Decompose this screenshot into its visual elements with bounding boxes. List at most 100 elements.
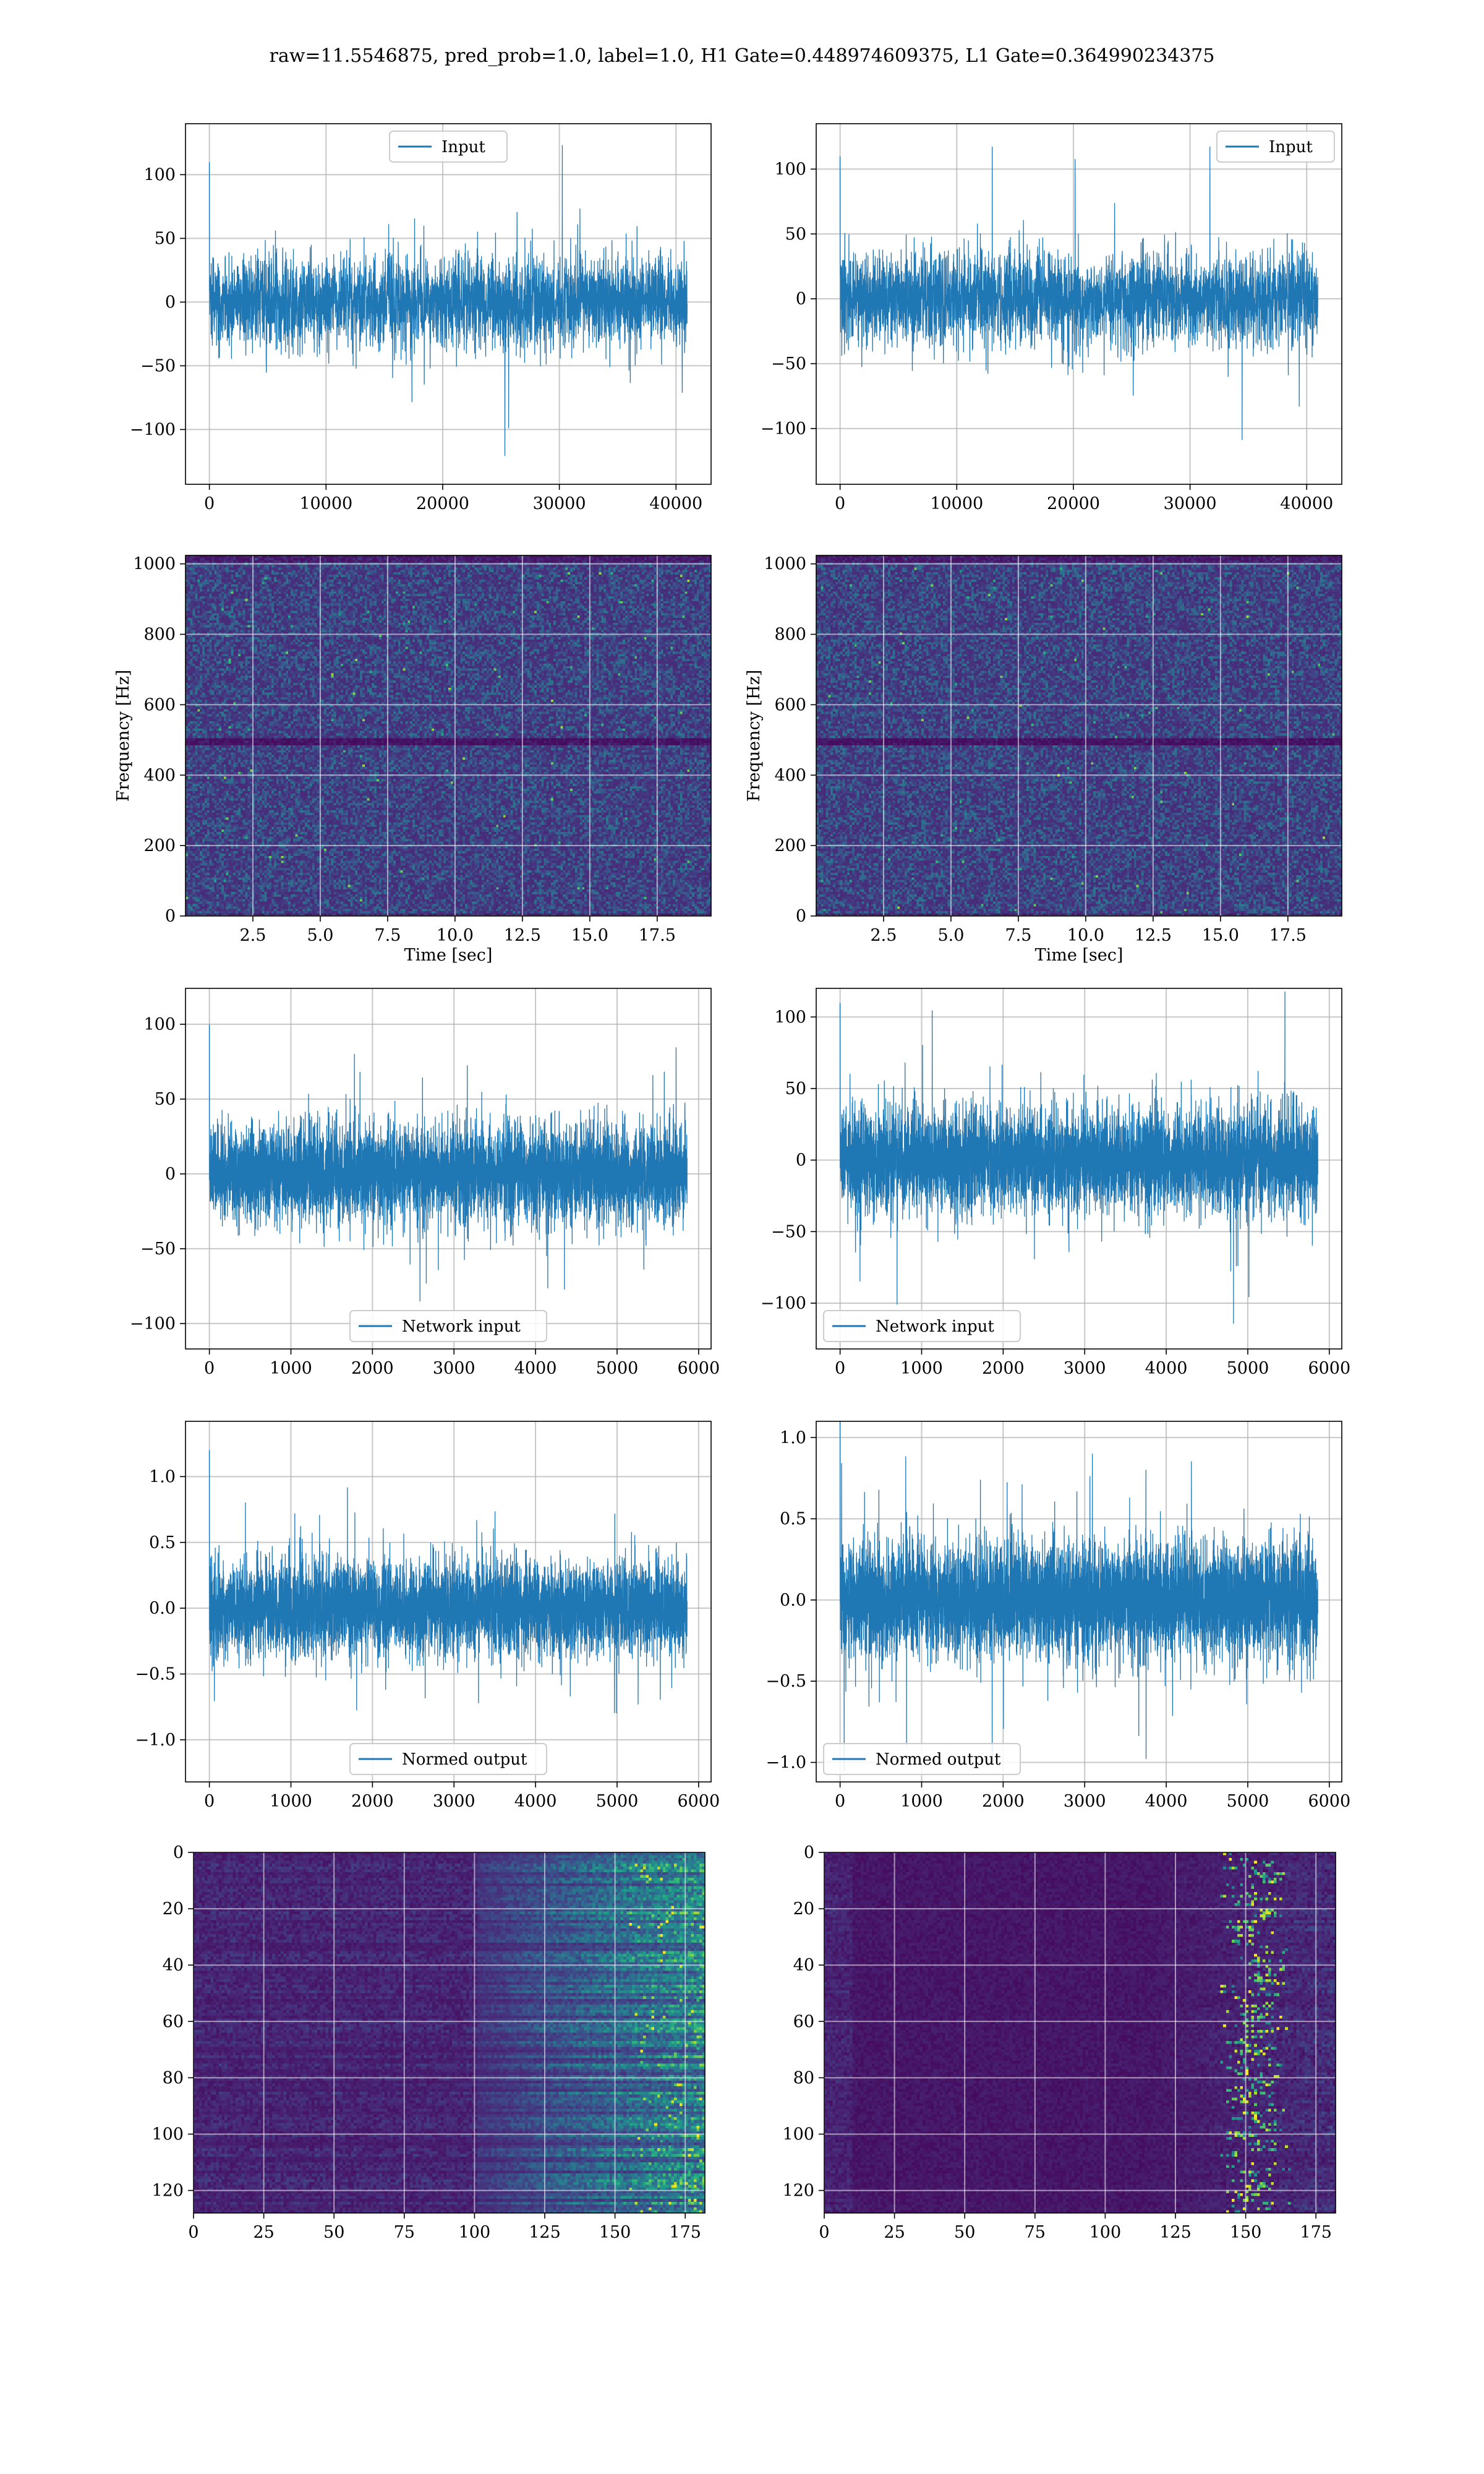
h1-spectrogram-xtick-label: 5.0 xyxy=(307,926,333,945)
h1-spectrogram-image xyxy=(186,555,711,916)
h1-spectrogram-xtick-label: 10.0 xyxy=(437,926,474,945)
h1-spectrogram-ytick-label: 600 xyxy=(143,695,176,714)
l1-spectrogram-ytick-label: 0 xyxy=(796,907,806,926)
h1-normed-output-ytick-label: 1.0 xyxy=(149,1467,176,1486)
l1-network-input-series-line xyxy=(839,991,1318,1324)
l1-feature-map-xtick-label: 75 xyxy=(1025,2223,1046,2242)
h1-feature-map-ytick-label: 60 xyxy=(163,2012,184,2031)
l1-feature-map-ytick-label: 100 xyxy=(782,2125,814,2144)
h1-normed-output-frame xyxy=(185,1421,712,1783)
h1-feature-map-frame xyxy=(193,1852,706,2214)
h1-input-series-line xyxy=(208,145,688,456)
h1-feature-map-ytick-label: 0 xyxy=(173,1843,184,1862)
h1-spectrogram-ytick-label: 200 xyxy=(143,836,176,855)
h1-input-ytick-label: 50 xyxy=(155,229,176,248)
h1-feature-map-xtick-label: 25 xyxy=(253,2223,274,2242)
h1-network-input-ytick-label: 0 xyxy=(165,1165,176,1184)
l1-feature-map-xtick-label: 0 xyxy=(819,2223,829,2242)
l1-network-input-legend: Network input xyxy=(823,1310,1021,1342)
l1-normed-output-xtick-label: 3000 xyxy=(1064,1792,1106,1811)
l1-network-input-xtick-label: 3000 xyxy=(1064,1359,1106,1378)
l1-network-input-xtick-label: 5000 xyxy=(1227,1359,1269,1378)
l1-normed-output-xtick-label: 4000 xyxy=(1145,1792,1188,1811)
h1-feature-map-xtick-label: 75 xyxy=(394,2223,415,2242)
h1-input-ytick-label: −50 xyxy=(140,356,176,375)
l1-normed-output-panel: 0 1000 2000 3000 4000 5000 6000 −1.0 −0.5 0.0 0.5 1… xyxy=(765,1421,1350,1811)
l1-input-ytick-label: 100 xyxy=(774,160,806,179)
l1-input-xtick-label: 20000 xyxy=(1047,494,1100,513)
h1-feature-map-ytick-label: 20 xyxy=(163,1899,184,1919)
h1-input-frame xyxy=(185,123,712,485)
h1-input-ytick-label: −100 xyxy=(130,420,176,439)
h1-network-input-legend-box xyxy=(349,1310,547,1342)
h1-spectrogram-xtick-label: 2.5 xyxy=(239,926,266,945)
l1-network-input-ytick-label: −100 xyxy=(761,1294,806,1313)
h1-network-input-legend: Network input xyxy=(349,1310,547,1342)
l1-input-ytick-label: 0 xyxy=(796,289,806,309)
l1-feature-map-xtick-label: 25 xyxy=(884,2223,905,2242)
h1-spectrogram-xtick-label: 17.5 xyxy=(639,926,676,945)
l1-feature-map-image xyxy=(824,1852,1336,2213)
h1-network-input-xtick-label: 5000 xyxy=(596,1359,639,1378)
l1-input-series-line xyxy=(839,147,1318,440)
l1-network-input-xtick-label: 1000 xyxy=(900,1359,943,1378)
h1-input-panel: 0 10000 20000 30000 40000 −100 −50 0 50 100 Input xyxy=(130,123,712,513)
l1-network-input-xtick-label: 6000 xyxy=(1308,1359,1350,1378)
h1-spectrogram-xtick-label: 12.5 xyxy=(504,926,541,945)
h1-input-xtick-label: 0 xyxy=(204,494,215,513)
h1-network-input-series-line xyxy=(208,1024,688,1302)
h1-normed-output-series-line xyxy=(208,1450,688,1714)
h1-normed-output-legend-label: Normed output xyxy=(402,1750,527,1769)
h1-feature-map-xtick-label: 0 xyxy=(188,2223,198,2242)
h1-network-input-ytick-label: 50 xyxy=(155,1090,176,1109)
l1-spectrogram-panel: 2.5 5.0 7.5 10.0 12.5 15.0 17.5 0 200 400 600 800 10… xyxy=(744,555,1342,965)
l1-spectrogram-ytick-label: 600 xyxy=(774,695,806,714)
l1-input-xtick-label: 0 xyxy=(835,494,845,513)
h1-normed-output-xtick-label: 5000 xyxy=(596,1792,639,1811)
h1-normed-output-xtick-label: 3000 xyxy=(433,1792,475,1811)
l1-feature-map-ytick-label: 40 xyxy=(793,1956,814,1975)
l1-spectrogram-ytick-label: 400 xyxy=(774,766,806,785)
l1-spectrogram-ytick-label: 200 xyxy=(774,836,806,855)
h1-spectrogram-ytick-label: 800 xyxy=(143,625,176,644)
l1-feature-map-ytick-label: 80 xyxy=(793,2068,814,2087)
h1-input-ytick-label: 100 xyxy=(143,165,176,184)
h1-feature-map-xtick-label: 150 xyxy=(599,2223,631,2242)
l1-normed-output-ytick-label: −0.5 xyxy=(765,1672,806,1691)
l1-network-input-ytick-label: 100 xyxy=(774,1008,806,1027)
h1-feature-map-ytick-label: 120 xyxy=(151,2181,184,2201)
h1-normed-output-ytick-label: −1.0 xyxy=(135,1731,176,1750)
l1-input-ytick-label: 50 xyxy=(785,225,806,244)
l1-normed-output-xtick-label: 0 xyxy=(835,1792,845,1811)
h1-input-legend: Input xyxy=(389,131,508,163)
h1-normed-output-legend: Normed output xyxy=(349,1743,547,1775)
h1-feature-map-image xyxy=(194,1852,705,2213)
l1-network-input-xtick-label: 0 xyxy=(835,1359,845,1378)
h1-network-input-legend-label: Network input xyxy=(402,1317,521,1336)
h1-input-legend-label: Input xyxy=(441,138,485,156)
h1-network-input-frame xyxy=(185,988,712,1350)
h1-normed-output-xtick-label: 6000 xyxy=(677,1792,720,1811)
l1-feature-map-ytick-label: 20 xyxy=(793,1899,814,1919)
l1-input-xtick-label: 10000 xyxy=(930,494,983,513)
l1-spectrogram-xtick-label: 10.0 xyxy=(1067,926,1104,945)
l1-spectrogram-xtick-label: 15.0 xyxy=(1202,926,1239,945)
h1-network-input-xtick-label: 4000 xyxy=(514,1359,557,1378)
h1-feature-map-ytick-label: 80 xyxy=(163,2068,184,2087)
l1-input-ytick-label: −100 xyxy=(761,419,806,439)
l1-input-legend-label: Input xyxy=(1269,138,1313,156)
h1-feature-map-panel: 0 25 50 75 100 125 150 175 0 20 40 60 80 100 120 xyxy=(151,1843,706,2242)
l1-normed-output-legend-label: Normed output xyxy=(876,1750,1001,1769)
l1-feature-map-ytick-label: 0 xyxy=(804,1843,814,1862)
h1-normed-output-xtick-label: 2000 xyxy=(351,1792,394,1811)
h1-feature-map-xtick-label: 175 xyxy=(669,2223,701,2242)
l1-network-input-xtick-label: 4000 xyxy=(1145,1359,1188,1378)
l1-normed-output-ytick-label: 0.0 xyxy=(780,1591,806,1610)
l1-normed-output-legend-box xyxy=(823,1743,1021,1775)
h1-input-xtick-label: 40000 xyxy=(649,494,702,513)
l1-feature-map-xtick-label: 175 xyxy=(1300,2223,1332,2242)
h1-network-input-ytick-label: 100 xyxy=(143,1015,176,1034)
l1-spectrogram-ytick-label: 1000 xyxy=(764,555,806,574)
l1-normed-output-xtick-label: 2000 xyxy=(982,1792,1025,1811)
l1-feature-map-ytick-label: 120 xyxy=(782,2181,814,2201)
